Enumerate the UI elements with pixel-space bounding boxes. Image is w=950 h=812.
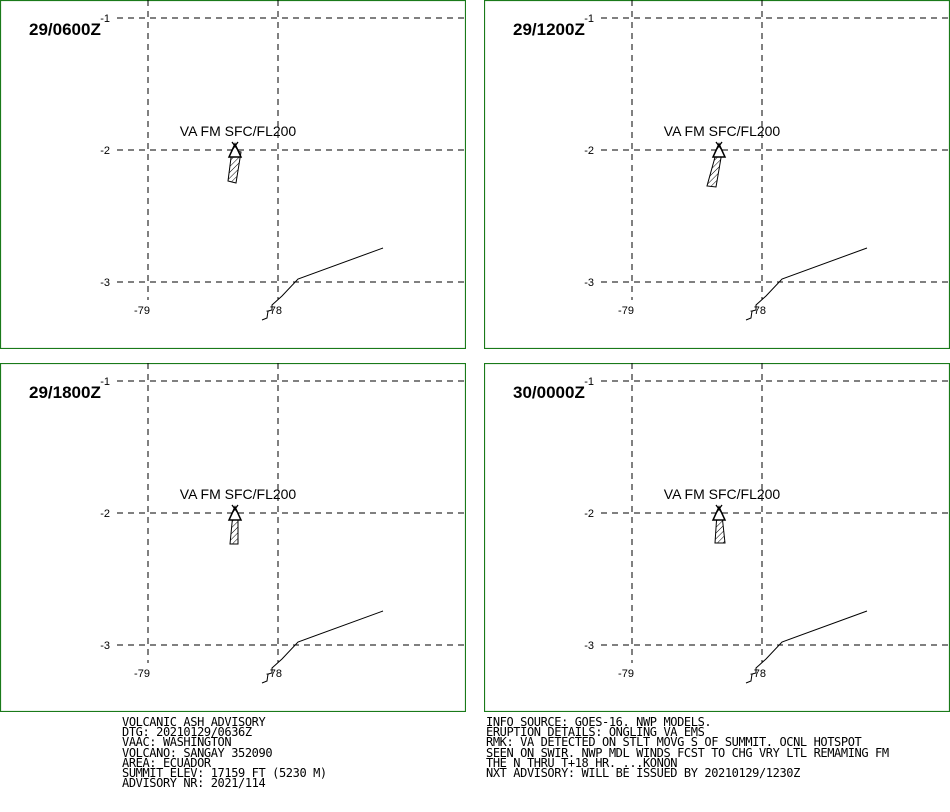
lat-tick-label: -3: [584, 277, 594, 289]
lon-tick-label: -79: [618, 668, 634, 680]
advisory-line: SUMMIT ELEV: 17159 FT (5230 M): [122, 765, 327, 780]
advisory-line: ADVISORY NR: 2021/114: [122, 776, 266, 791]
ash-layer-label: VA FM SFC/FL200: [180, 123, 297, 139]
lat-tick-label: -3: [100, 277, 110, 289]
advisory-line: AREA: ECUADOR: [122, 755, 211, 770]
forecast-panel: 29/1800Z VA FM SFC/FL200 -1 -2 -3 -79 -78: [0, 363, 466, 712]
advisory-line: NXT ADVISORY: WILL BE ISSUED BY 20210129…: [486, 765, 800, 780]
lat-tick-label: -1: [100, 13, 110, 25]
volcano-triangle-icon: [711, 142, 727, 158]
advisory-line: SEEN ON SWIR. NWP MDL WINDS FCST TO CHG …: [486, 745, 889, 760]
advisory-text-left: VOLCANIC ASH ADVISORY DTG: 20210129/0636Z…: [122, 715, 327, 791]
coastline: [745, 610, 868, 684]
lon-tick-label: -79: [618, 305, 634, 317]
lat-tick-label: -3: [100, 640, 110, 652]
advisory-line: VOLCANO: SANGAY 352090: [122, 745, 273, 760]
forecast-panel: 29/1200Z VA FM SFC/FL200 -1 -2 -3 -79 -78: [484, 0, 950, 349]
forecast-time-label: 30/0000Z: [513, 383, 585, 402]
advisory-line: DTG: 20210129/0636Z: [122, 725, 252, 740]
coastline: [745, 247, 868, 321]
coastline: [261, 610, 384, 684]
volcano-triangle-icon: [711, 505, 727, 521]
lat-tick-label: -2: [100, 508, 110, 520]
lon-tick-label: -78: [750, 668, 766, 680]
forecast-map: 29/0600Z VA FM SFC/FL200 -1 -2 -3 -79 -78: [0, 0, 466, 349]
advisory-line: VAAC: WASHINGTON: [122, 735, 232, 750]
advisory-line: INFO SOURCE: GOES-16. NWP MODELS.: [486, 715, 712, 729]
lon-tick-label: -79: [134, 668, 150, 680]
volcano-triangle-icon: [227, 505, 243, 521]
volcano-cross-icon: [231, 141, 239, 151]
forecast-panel: 29/0600Z VA FM SFC/FL200 -1 -2 -3 -79 -78: [0, 0, 466, 349]
coastline: [261, 247, 384, 321]
volcano-cross-icon: [715, 141, 723, 151]
volcano-cross-icon: [231, 504, 239, 514]
volcano-triangle-icon: [227, 142, 243, 158]
ash-layer-label: VA FM SFC/FL200: [664, 486, 781, 502]
lon-tick-label: -78: [266, 668, 282, 680]
lon-tick-label: -79: [134, 305, 150, 317]
lat-tick-label: -2: [100, 145, 110, 157]
lat-tick-label: -1: [100, 376, 110, 388]
forecast-time-label: 29/1800Z: [29, 383, 101, 402]
advisory-line: VOLCANIC ASH ADVISORY: [122, 715, 266, 729]
lat-tick-label: -1: [584, 376, 594, 388]
forecast-time-label: 29/0600Z: [29, 20, 101, 39]
panel-frame: [0, 363, 466, 712]
advisory-line: RMK: VA DETECTED ON STLT MOVG S OF SUMMI…: [486, 735, 862, 750]
forecast-panel: 30/0000Z VA FM SFC/FL200 -1 -2 -3 -79 -78: [484, 363, 950, 712]
volcano-cross-icon: [715, 504, 723, 514]
lat-tick-label: -3: [584, 640, 594, 652]
advisory-text-right: INFO SOURCE: GOES-16. NWP MODELS. ERUPTIO…: [486, 715, 889, 780]
ash-layer-label: VA FM SFC/FL200: [180, 486, 297, 502]
lon-tick-label: -78: [266, 305, 282, 317]
forecast-map: 30/0000Z VA FM SFC/FL200 -1 -2 -3 -79 -78: [484, 363, 950, 712]
panel-frame: [0, 0, 466, 349]
advisory-line: THE N THRU T+18 HR. ...KONON: [486, 755, 678, 770]
lon-tick-label: -78: [750, 305, 766, 317]
forecast-map: 29/1200Z VA FM SFC/FL200 -1 -2 -3 -79 -78: [484, 0, 950, 349]
advisory-line: ERUPTION DETAILS: ONGLING VA EMS: [486, 725, 705, 740]
forecast-map: 29/1800Z VA FM SFC/FL200 -1 -2 -3 -79 -78: [0, 363, 466, 712]
ash-layer-label: VA FM SFC/FL200: [664, 123, 781, 139]
lat-tick-label: -2: [584, 145, 594, 157]
lat-tick-label: -2: [584, 508, 594, 520]
lat-tick-label: -1: [584, 13, 594, 25]
forecast-time-label: 29/1200Z: [513, 20, 585, 39]
